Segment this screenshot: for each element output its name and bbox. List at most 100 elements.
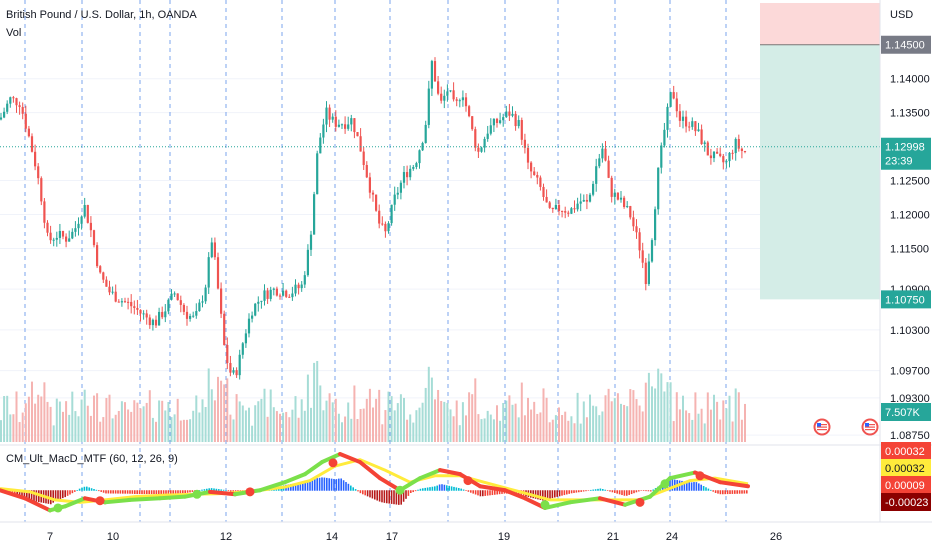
- volume-bar: [158, 400, 161, 442]
- histogram-bar: [160, 490, 162, 495]
- indicator-legend-label[interactable]: CM_Ult_MacD_MTF (60, 12, 26, 9): [6, 453, 178, 465]
- volume-bar: [682, 395, 684, 442]
- volume-bar: [148, 390, 151, 442]
- histogram-bar: [472, 490, 474, 494]
- volume-bar: [223, 384, 226, 442]
- signal-value-badge: 0.00032: [881, 459, 931, 477]
- candle-body: [99, 266, 102, 273]
- time-tick-label: 19: [498, 531, 510, 543]
- histogram-bar: [110, 490, 112, 494]
- histogram-bar: [148, 490, 150, 495]
- histogram-bar: [491, 490, 494, 496]
- volume-bar: [496, 405, 498, 442]
- histogram-bar: [136, 490, 138, 495]
- volume-bar: [685, 410, 688, 442]
- volume-bar: [675, 392, 678, 442]
- volume-bar: [654, 388, 657, 442]
- candle-body: [260, 300, 263, 302]
- histogram-bar: [117, 490, 119, 494]
- volume-bar: [368, 388, 371, 442]
- histogram-bar: [438, 484, 441, 491]
- histogram-bar: [551, 490, 554, 499]
- candle-body: [623, 197, 626, 207]
- macd-line-segment: [338, 452, 362, 465]
- candle-body: [167, 299, 170, 312]
- histogram-bar: [465, 490, 467, 491]
- price-tick-label: 1.09300: [890, 393, 930, 405]
- loss-zone: [760, 3, 880, 45]
- volume-bar: [155, 421, 157, 442]
- macd-line-segment: [418, 468, 442, 481]
- histogram-bar: [501, 490, 503, 494]
- volume-bar: [24, 403, 27, 442]
- candle-body: [375, 194, 378, 211]
- histogram-bar: [400, 490, 402, 505]
- histogram-bar: [652, 489, 654, 491]
- svg-text:1.10750: 1.10750: [885, 294, 925, 306]
- volume-bar: [709, 409, 712, 442]
- histogram-bar: [100, 490, 102, 492]
- candle-body: [179, 300, 182, 305]
- histogram-bar: [222, 489, 225, 491]
- volume-bar: [598, 415, 601, 442]
- histogram-bar: [587, 490, 590, 491]
- histogram-bar: [90, 488, 93, 491]
- candle-body: [328, 107, 331, 120]
- volume-bar: [372, 407, 374, 442]
- histogram-bar: [410, 490, 412, 493]
- histogram-bar: [412, 490, 414, 493]
- histogram-bar: [170, 490, 172, 494]
- candle-body: [678, 111, 681, 121]
- volume-bar: [9, 414, 12, 442]
- histogram-bar: [16, 490, 18, 497]
- histogram-bar: [76, 490, 78, 491]
- histogram-bar: [182, 490, 184, 494]
- volume-bar: [567, 420, 570, 442]
- volume-bar: [238, 401, 241, 442]
- candle-body: [610, 177, 613, 197]
- histogram-bar: [477, 490, 479, 496]
- candle-body: [229, 362, 232, 373]
- histogram-bar: [102, 490, 105, 493]
- crossover-dot: [695, 471, 705, 481]
- volume-bar: [734, 388, 737, 442]
- volume-bar: [111, 418, 114, 442]
- candle-body: [340, 124, 344, 126]
- price-tick-label: 1.09700: [890, 366, 930, 378]
- volume-bar: [607, 388, 610, 442]
- candle-body: [337, 124, 340, 127]
- histogram-bar: [590, 489, 592, 491]
- volume-bar: [27, 396, 30, 442]
- crossover-dot: [635, 497, 645, 507]
- volume-bar: [192, 410, 195, 442]
- crossover-dot: [245, 487, 255, 497]
- candle-body: [182, 304, 185, 312]
- histogram-bar: [669, 479, 671, 491]
- histogram-bar: [585, 490, 587, 492]
- histogram-bar: [62, 490, 64, 499]
- histogram-bar: [650, 490, 652, 492]
- histogram-bar: [345, 482, 347, 491]
- histogram-bar: [645, 490, 647, 492]
- histogram-bar: [702, 485, 705, 491]
- candle-body: [353, 118, 356, 133]
- price-axis: USD 1.14000 1.13500 1.12500 1.12000 1.11500 1.…: [879, 0, 931, 522]
- histogram-bar: [64, 490, 66, 498]
- candle-body: [406, 172, 409, 178]
- histogram-bar: [426, 487, 429, 491]
- candle-body: [443, 95, 446, 101]
- symbol-title[interactable]: British Pound / U.S. Dollar, 1h, OANDA: [6, 9, 197, 21]
- histogram-bar: [124, 490, 126, 494]
- histogram-bar: [405, 490, 407, 499]
- volume-bar: [229, 414, 232, 442]
- volume-legend-label[interactable]: Vol: [6, 27, 22, 39]
- histogram-bar: [688, 482, 690, 491]
- histogram-bar: [395, 490, 398, 505]
- volume-bar: [713, 394, 715, 442]
- histogram-bar: [398, 490, 400, 505]
- histogram-bar: [690, 482, 693, 491]
- candle-body: [232, 370, 235, 373]
- histogram-bar: [340, 478, 342, 491]
- candle-body: [105, 279, 108, 287]
